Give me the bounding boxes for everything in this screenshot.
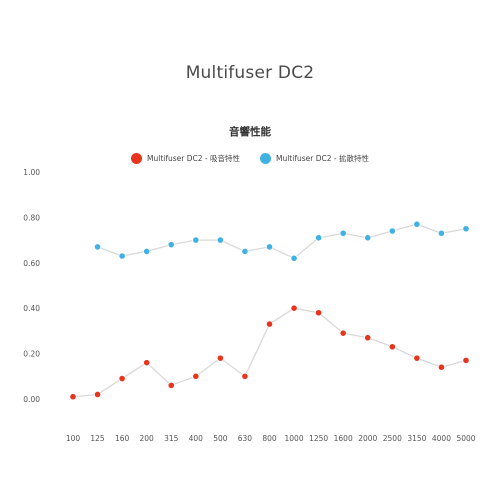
data-point-1: [118, 252, 126, 260]
x-tick-label: 4000: [432, 434, 451, 443]
x-tick-label: 630: [238, 434, 253, 443]
data-point-1: [167, 241, 175, 249]
data-point-0: [364, 334, 372, 342]
x-tick-label: 5000: [456, 434, 475, 443]
x-tick-label: 500: [213, 434, 228, 443]
x-tick-label: 800: [262, 434, 277, 443]
data-point-1: [364, 234, 372, 242]
x-tick-label: 160: [115, 434, 130, 443]
data-point-1: [388, 227, 396, 235]
data-point-0: [118, 374, 126, 383]
x-tick-label: 1250: [309, 434, 328, 443]
page-title: Multifuser DC2: [185, 63, 315, 83]
data-point-1: [216, 236, 224, 244]
y-tick-label: 0.00: [23, 395, 40, 404]
x-tick-label: 400: [189, 434, 204, 443]
data-point-0: [462, 356, 470, 365]
data-point-1: [290, 254, 298, 262]
data-point-0: [167, 381, 175, 389]
data-point-0: [216, 354, 224, 362]
data-point-1: [93, 243, 102, 251]
legend: Multifuser DC2 - 吸音特性 Multifuser DC2 - 拡…: [0, 153, 500, 164]
x-tick-label: 3150: [407, 434, 426, 443]
data-point-1: [339, 229, 347, 237]
data-point-0: [413, 354, 421, 362]
data-point-0: [290, 304, 298, 312]
data-point-0: [315, 309, 323, 317]
chart-title: 音響性能: [229, 126, 271, 138]
legend-marker-diffusion: [260, 153, 271, 164]
legend-item-diffusion[interactable]: Multifuser DC2 - 拡散特性: [260, 153, 369, 164]
data-point-1: [437, 229, 446, 237]
y-tick-label: 0.60: [23, 259, 40, 268]
y-tick-label: 0.80: [23, 213, 40, 222]
data-point-1: [241, 247, 249, 256]
legend-item-absorption[interactable]: Multifuser DC2 - 吸音特性: [131, 153, 240, 164]
x-tick-label: 2000: [358, 434, 377, 443]
data-point-0: [388, 343, 396, 351]
x-tick-label: 1600: [334, 434, 353, 443]
data-point-0: [192, 372, 200, 380]
x-tick-label: 100: [66, 434, 81, 443]
data-point-0: [69, 393, 77, 401]
legend-marker-absorption: [131, 153, 143, 164]
data-point-0: [143, 359, 151, 367]
y-tick-label: 0.20: [23, 350, 40, 359]
data-point-1: [413, 220, 421, 228]
data-point-0: [241, 372, 249, 380]
data-point-0: [265, 320, 274, 328]
data-point-1: [462, 225, 470, 233]
data-point-1: [192, 236, 200, 244]
x-tick-label: 315: [164, 434, 179, 443]
legend-label-diffusion: Multifuser DC2 - 拡散特性: [276, 154, 369, 163]
data-point-1: [143, 247, 151, 256]
data-point-0: [339, 329, 347, 337]
x-tick-label: 1000: [285, 434, 304, 443]
data-point-0: [437, 363, 446, 371]
y-tick-label: 1.00: [23, 168, 40, 177]
x-tick-label: 125: [90, 434, 105, 443]
y-tick-label: 0.40: [23, 304, 40, 313]
x-tick-label: 200: [140, 434, 155, 443]
x-tick-label: 2500: [383, 434, 402, 443]
legend-label-absorption: Multifuser DC2 - 吸音特性: [147, 154, 240, 163]
data-point-1: [265, 243, 274, 251]
series-line-1: [97, 223, 467, 260]
data-point-0: [93, 390, 102, 399]
data-point-1: [315, 234, 323, 242]
